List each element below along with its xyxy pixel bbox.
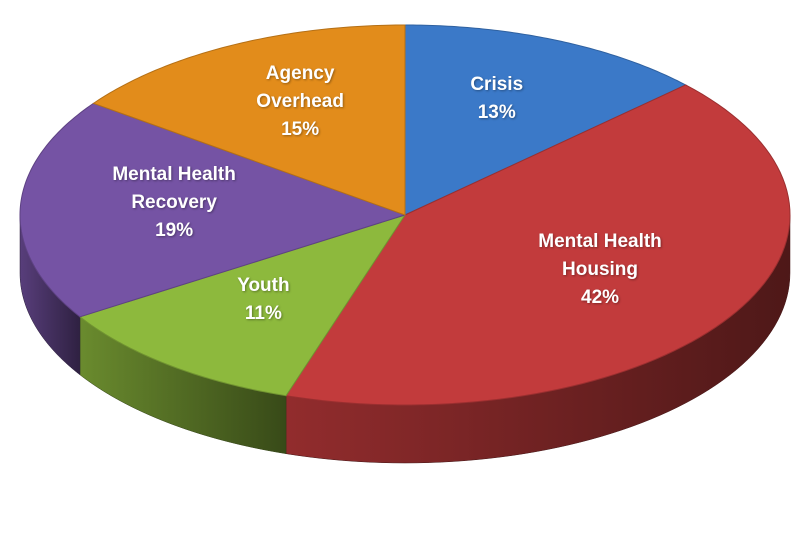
category-label: Mental Health Housing (538, 231, 662, 281)
pie-sides (19, 214, 791, 464)
pie-slice (92, 24, 406, 216)
slice-label: Mental Health Recovery 19% (99, 161, 249, 245)
slice-label: Agency Overhead 15% (225, 60, 375, 144)
value-label: 11% (244, 303, 282, 325)
value-label: 42% (581, 287, 620, 309)
pie-slice (19, 102, 407, 318)
category-label: Youth (237, 275, 290, 297)
pie-slice (78, 214, 407, 397)
category-label: Agency Overhead (256, 63, 344, 113)
value-label: 15% (281, 119, 320, 141)
category-label: Mental Health Recovery (112, 164, 236, 214)
category-label: Crisis (470, 73, 524, 95)
pie-slice (285, 84, 791, 406)
value-label: 13% (477, 101, 516, 123)
slice-label: Crisis 13% (422, 71, 572, 127)
slice-label: Youth 11% (188, 272, 338, 328)
slice-label: Mental Health Housing 42% (525, 228, 675, 312)
value-label: 19% (155, 220, 194, 242)
pie-slice (404, 24, 687, 216)
